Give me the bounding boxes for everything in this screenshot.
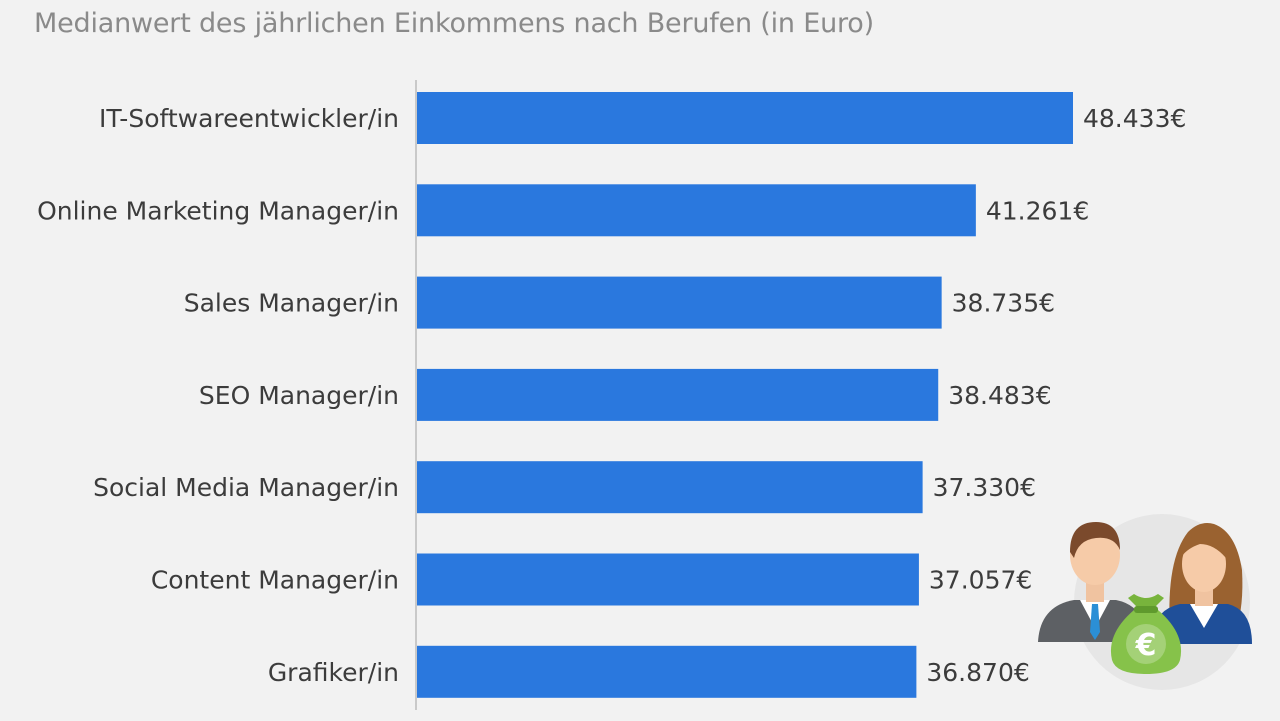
category-label: Social Media Manager/in [93, 473, 399, 502]
bar [417, 276, 942, 329]
chart-title: Medianwert des jährlichen Einkommens nac… [34, 8, 874, 39]
money-bag-icon: € [1110, 594, 1182, 674]
business-people-money-bag-icon: € [1038, 514, 1252, 690]
bar [417, 553, 919, 606]
bar [417, 461, 923, 514]
value-label: 38.483€ [948, 381, 1051, 410]
value-label: 37.057€ [929, 566, 1032, 595]
value-label: 36.870€ [926, 658, 1029, 687]
value-label: 41.261€ [986, 196, 1089, 225]
bar [417, 92, 1073, 144]
category-label: IT-Softwareentwickler/in [99, 104, 399, 133]
value-label: 48.433€ [1083, 104, 1186, 133]
category-label: Online Marketing Manager/in [37, 196, 399, 225]
category-label: SEO Manager/in [199, 381, 399, 410]
bar [417, 368, 939, 421]
category-label: Content Manager/in [151, 566, 399, 595]
bar [417, 184, 976, 237]
category-label: Grafiker/in [268, 658, 399, 687]
bar [417, 645, 917, 698]
bars-layer: IT-Softwareentwickler/in 48.433€ Online Ma… [37, 92, 1186, 698]
category-label: Sales Manager/in [184, 289, 399, 318]
euro-symbol: € [1135, 628, 1157, 663]
value-label: 37.330€ [933, 473, 1036, 502]
value-label: 38.735€ [952, 289, 1055, 318]
woman-figure-icon [1150, 523, 1252, 644]
